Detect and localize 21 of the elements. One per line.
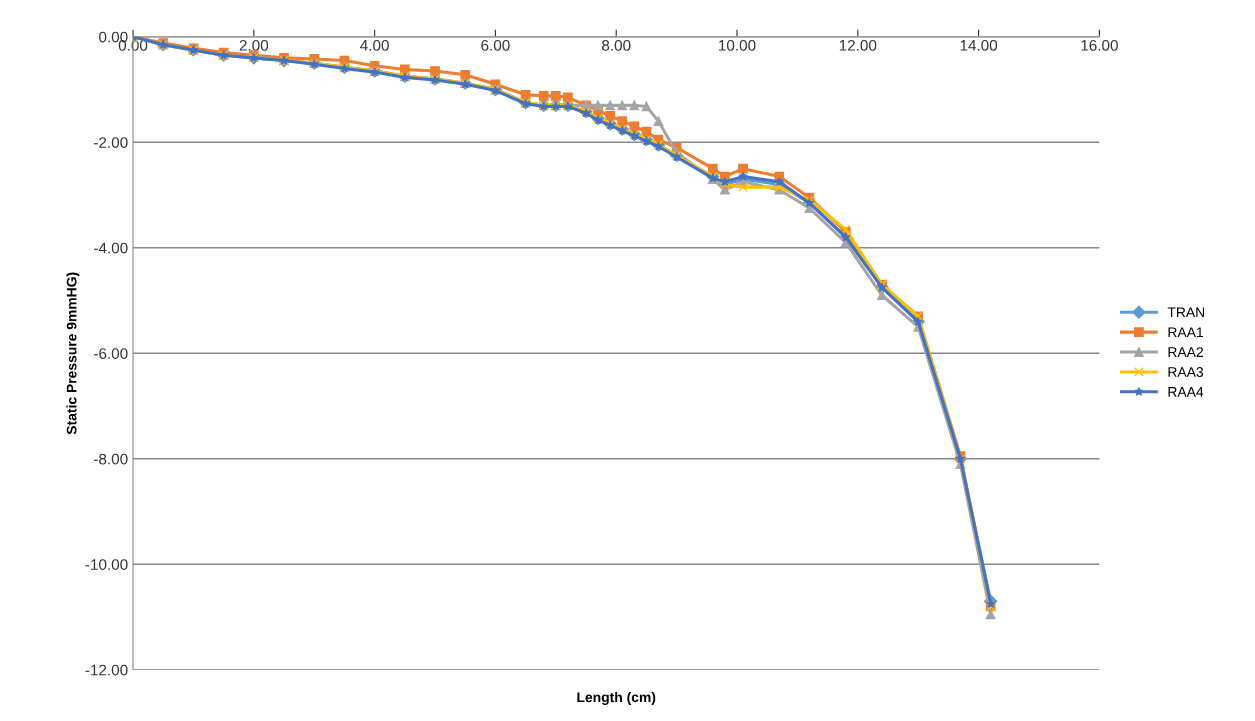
x-tick-label: 12.00 (839, 39, 877, 51)
x-tick-label: 16.00 (1081, 39, 1118, 51)
legend-label: RAA1 (1168, 327, 1203, 337)
x-tick-label: 6.00 (481, 39, 510, 51)
x-tick-label: 10.00 (719, 39, 756, 51)
legend-label: TRAN (1167, 307, 1205, 318)
x-tick-label: 8.00 (602, 39, 631, 51)
y-tick-label: -2.00 (94, 137, 128, 148)
y-tick-label: -8.00 (94, 453, 128, 465)
x-tick-label: 4.00 (360, 39, 389, 51)
y-tick-label: -6.00 (94, 348, 128, 359)
y-tick-label: -12.00 (85, 664, 128, 676)
y-axis-title: Static Pressure 9mmHG) (66, 272, 80, 435)
y-tick-label: -4.00 (94, 242, 128, 254)
x-tick-label: 2.00 (239, 39, 269, 51)
legend-label: RAA3 (1168, 367, 1204, 377)
y-tick-label: -10.00 (85, 559, 128, 570)
legend-label: RAA4 (1168, 387, 1204, 397)
x-axis-title: Length (cm) (577, 691, 656, 705)
x-tick-label: 14.00 (960, 39, 998, 51)
legend-label: RAA2 (1168, 347, 1203, 357)
